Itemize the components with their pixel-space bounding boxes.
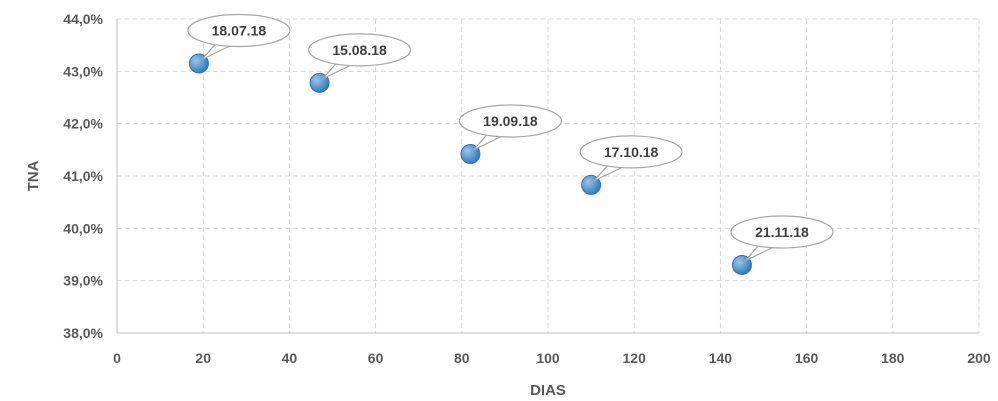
x-tick-label: 140	[709, 350, 733, 366]
tick-labels: 38,0% 39,0% 40,0% 41,0% 42,0% 43,0% 44,0% 0 20 40…	[63, 11, 991, 366]
data-label: 18.07.18	[212, 22, 267, 38]
x-tick-label: 40	[282, 350, 298, 366]
data-label-callout: 21.11.18	[730, 215, 834, 262]
x-tick-label: 160	[795, 350, 819, 366]
data-label: 21.11.18	[755, 224, 809, 240]
y-tick-label: 42,0%	[63, 116, 103, 132]
x-tick-label: 60	[368, 350, 384, 366]
data-label-callout: 19.09.18	[458, 104, 563, 151]
data-label-callout: 15.08.18	[307, 33, 412, 80]
x-tick-label: 100	[536, 350, 560, 366]
y-tick-label: 40,0%	[63, 220, 103, 236]
data-label-callout: 17.10.18	[579, 135, 683, 182]
x-axis-title: DIAS	[530, 382, 566, 399]
y-tick-label: 41,0%	[63, 168, 103, 184]
data-label: 17.10.18	[604, 144, 659, 160]
x-tick-label: 180	[881, 350, 905, 366]
data-label: 19.09.18	[483, 113, 538, 129]
x-tick-label: 20	[195, 350, 211, 366]
y-axis-title: TNA	[25, 160, 42, 191]
y-tick-label: 43,0%	[63, 63, 103, 79]
gridlines	[117, 18, 980, 333]
callout-fill	[732, 217, 832, 247]
data-label-callout: 18.07.18	[187, 13, 291, 61]
x-tick-label: 120	[623, 350, 647, 366]
axes	[116, 19, 979, 334]
y-tick-label: 39,0%	[63, 273, 103, 289]
y-tick-label: 44,0%	[63, 11, 103, 27]
callout-fill	[460, 106, 561, 136]
callout-fill	[581, 137, 681, 167]
x-tick-label: 80	[454, 350, 470, 366]
data-labels: 18.07.18 15.08.18 19.09.18 17.10.18 21.11.18	[187, 13, 834, 262]
y-tick-label: 38,0%	[63, 325, 103, 341]
x-tick-label: 200	[967, 350, 991, 366]
callout-fill	[189, 15, 289, 46]
x-tick-label: 0	[113, 350, 121, 366]
callout-fill	[309, 35, 410, 65]
data-label: 15.08.18	[332, 42, 387, 58]
data-points	[188, 53, 752, 275]
